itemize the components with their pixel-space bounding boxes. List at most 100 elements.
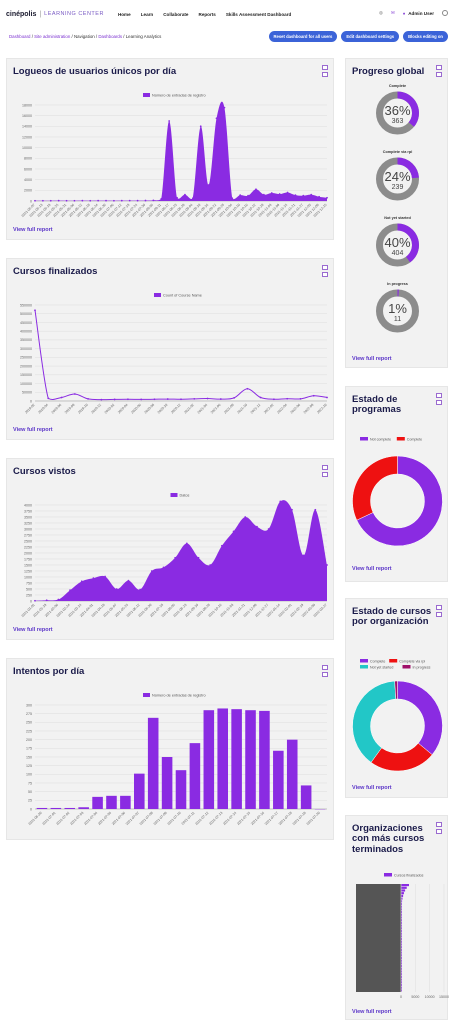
bar bbox=[401, 902, 402, 906]
legend-swatch bbox=[360, 665, 368, 669]
progress-item-label: In progress bbox=[387, 282, 408, 286]
logins-view-full-report[interactable]: View full report bbox=[13, 227, 53, 233]
y-tick-label: 2000 bbox=[24, 189, 32, 193]
avatar[interactable] bbox=[442, 10, 448, 16]
data-point bbox=[180, 398, 182, 401]
x-tick-label: 2021-07-17 bbox=[264, 811, 279, 826]
data-point bbox=[302, 194, 305, 197]
block-controls bbox=[322, 65, 328, 79]
y-tick-label: 14000 bbox=[22, 125, 32, 129]
bar bbox=[259, 710, 270, 809]
collapse-icon[interactable] bbox=[322, 272, 328, 277]
messages-icon[interactable]: ✉ bbox=[390, 10, 395, 15]
language-icon[interactable]: ◍ bbox=[378, 10, 383, 15]
x-tick-label: 2021-07-08 bbox=[139, 811, 154, 826]
x-tick-label: 2022-06 bbox=[290, 403, 302, 415]
bar bbox=[175, 770, 187, 809]
legend-swatch bbox=[402, 665, 411, 669]
block-menu-icon[interactable] bbox=[322, 65, 328, 70]
collapse-icon[interactable] bbox=[322, 72, 328, 77]
user-menu[interactable]: Admin User bbox=[408, 10, 434, 16]
data-point bbox=[318, 195, 321, 198]
top-orgs-view-full-report[interactable]: View full report bbox=[352, 1009, 392, 1015]
y-tick-label: 3750 bbox=[24, 509, 32, 513]
y-tick-label: 200000 bbox=[20, 364, 32, 368]
bar bbox=[401, 894, 404, 897]
blocks-editing-button[interactable]: Blocks editing on bbox=[403, 31, 448, 42]
by-org-view-full-report[interactable]: View full report bbox=[352, 785, 392, 791]
data-point bbox=[153, 398, 156, 401]
collapse-icon[interactable] bbox=[436, 829, 442, 834]
donut-slice bbox=[356, 455, 443, 547]
y-tick-label: 2750 bbox=[24, 533, 32, 537]
breadcrumb-dashboard[interactable]: Dashboard bbox=[9, 34, 31, 39]
nav-collaborate[interactable]: Collaborate bbox=[163, 11, 189, 17]
block-menu-icon[interactable] bbox=[436, 822, 442, 827]
breadcrumb-dashboards[interactable]: Dashboards bbox=[98, 34, 123, 39]
notifications-icon[interactable]: ♦ bbox=[402, 10, 406, 16]
x-tick-label: 2021-06 bbox=[210, 403, 222, 415]
edit-dashboard-button[interactable]: Edit dashboard settings bbox=[341, 31, 400, 42]
x-tick-label: 2020-08 bbox=[144, 403, 156, 415]
block-menu-icon[interactable] bbox=[436, 605, 442, 610]
collapse-icon[interactable] bbox=[436, 612, 442, 617]
progress-view-full-report[interactable]: View full report bbox=[352, 356, 392, 362]
block-controls bbox=[436, 393, 442, 407]
data-point bbox=[310, 193, 313, 196]
data-point bbox=[160, 197, 163, 200]
block-menu-icon[interactable] bbox=[436, 65, 442, 70]
y-tick-label: 275 bbox=[26, 712, 32, 716]
data-point bbox=[299, 398, 302, 400]
data-point bbox=[57, 199, 60, 202]
series-line bbox=[34, 310, 328, 401]
x-tick-label: 2020-10 bbox=[157, 403, 169, 415]
bar bbox=[36, 807, 48, 809]
breadcrumb-site-admin[interactable]: Site administration bbox=[34, 34, 71, 39]
brand-logo[interactable]: cinépolis bbox=[6, 10, 37, 18]
x-tick-label: 2020-12 bbox=[170, 403, 182, 415]
bar bbox=[401, 986, 402, 989]
y-tick-label: 1750 bbox=[24, 557, 32, 561]
bar bbox=[401, 989, 402, 992]
legend-swatch bbox=[154, 293, 161, 297]
x-tick-label: 2021-06-30 bbox=[28, 811, 43, 826]
bar bbox=[120, 795, 131, 809]
y-tick-label: 10000 bbox=[22, 146, 32, 150]
nav-learn[interactable]: Learn bbox=[140, 11, 154, 17]
block-menu-icon[interactable] bbox=[322, 265, 328, 270]
progress-percent: 1% bbox=[388, 301, 407, 316]
y-tick-label: 150000 bbox=[20, 373, 32, 377]
nav-home[interactable]: Home bbox=[117, 11, 131, 17]
nav-skills[interactable]: Skills Assessment Dashboard bbox=[225, 11, 292, 17]
y-tick-label: 100 bbox=[26, 773, 32, 777]
top-orgs-title: Organizaciones con más cursos terminados bbox=[352, 823, 425, 855]
block-menu-icon[interactable] bbox=[436, 393, 442, 398]
legend-swatch bbox=[170, 493, 178, 497]
y-tick-label: 300000 bbox=[20, 347, 32, 351]
data-point bbox=[105, 199, 107, 202]
collapse-icon[interactable] bbox=[436, 72, 442, 77]
x-tick-label: 2021-04 bbox=[197, 403, 209, 415]
collapse-icon[interactable] bbox=[322, 672, 328, 677]
x-tick-label: 2021-07-03 bbox=[69, 811, 84, 826]
x-tick-label: 2019-08 bbox=[64, 403, 76, 415]
block-menu-icon[interactable] bbox=[322, 665, 328, 670]
bar bbox=[78, 807, 89, 809]
legend-label: Cursos finalizados bbox=[394, 873, 424, 877]
courses-seen-view-full-report[interactable]: View full report bbox=[13, 627, 53, 633]
bar bbox=[401, 927, 402, 930]
bar bbox=[401, 940, 402, 943]
x-tick-label: 2019-04 bbox=[37, 403, 49, 415]
block-menu-icon[interactable] bbox=[322, 465, 328, 470]
collapse-icon[interactable] bbox=[436, 400, 442, 405]
brand-separator: | bbox=[39, 10, 42, 18]
courses-done-view-full-report[interactable]: View full report bbox=[13, 427, 53, 433]
bar bbox=[134, 773, 145, 809]
programs-view-full-report[interactable]: View full report bbox=[352, 566, 392, 572]
nav-reports[interactable]: Reports bbox=[198, 11, 216, 17]
y-tick-label: 50 bbox=[28, 790, 32, 794]
y-tick-label: 4000 bbox=[24, 178, 32, 182]
attempts-card: Intentos por día Número de entradas de r… bbox=[6, 658, 334, 840]
collapse-icon[interactable] bbox=[322, 472, 328, 477]
reset-dashboard-button[interactable]: Reset dashboard for all users bbox=[268, 31, 338, 42]
